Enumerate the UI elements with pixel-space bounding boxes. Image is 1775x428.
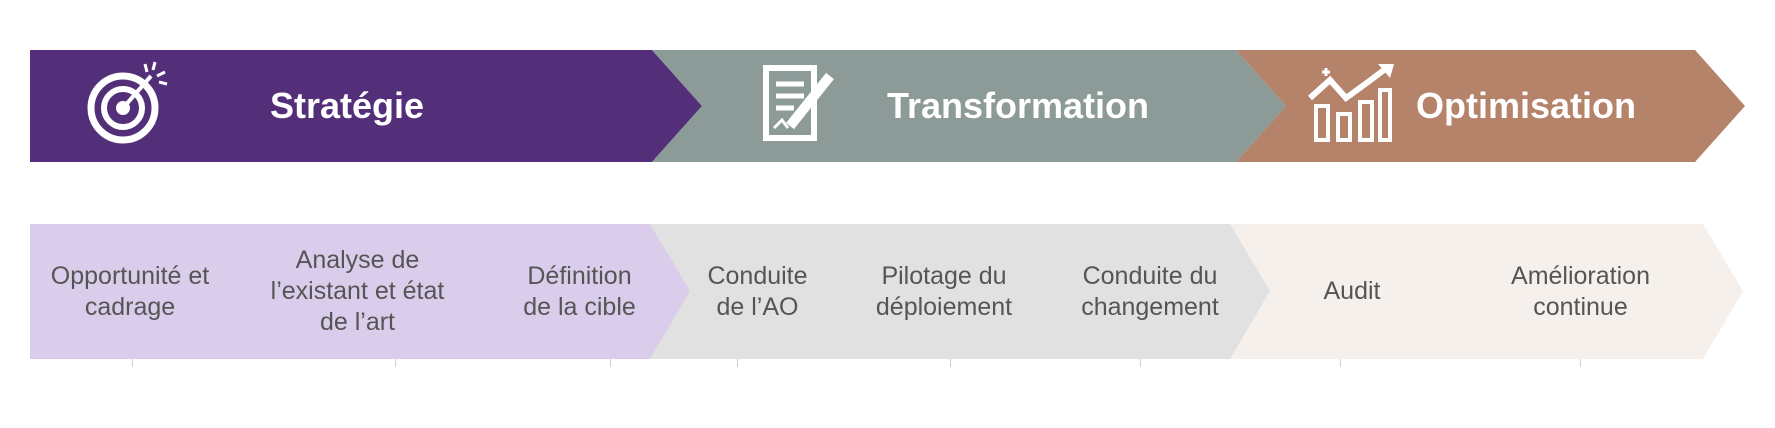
step-label: Pilotage du déploiement [875, 261, 1013, 321]
tick-mark [1340, 359, 1341, 367]
step-amelioration-continue: Amélioration continue [1418, 224, 1743, 359]
step-arrow-shape [1022, 224, 1274, 359]
growth-chart-icon [1307, 64, 1394, 142]
step-analyse-existant: Analyse de l’existant et état de l’art [205, 224, 510, 359]
tick-mark [132, 359, 133, 367]
phase-transformation: Transformation [652, 50, 1286, 162]
step-label: Conduite du changement [1081, 261, 1219, 321]
step-arrow-shape [818, 224, 1066, 359]
tick-mark [610, 359, 611, 367]
phase-optimisation-arrow [1236, 50, 1745, 162]
step-arrow-shape [1418, 224, 1743, 359]
step-conduite-ao: Conduite de l’AO [650, 224, 860, 359]
step-label: Audit [1323, 277, 1381, 305]
step-label: Amélioration continue [1511, 261, 1650, 321]
tick-mark [1140, 359, 1141, 367]
step-label: Analyse de l’existant et état de l’art [270, 246, 445, 336]
tick-mark [737, 359, 738, 367]
step-audit: Audit [1230, 224, 1470, 359]
step-pilotage-deploiement: Pilotage du déploiement [818, 224, 1066, 359]
step-label: Opportunité et cadrage [50, 261, 210, 321]
tick-mark [395, 359, 396, 367]
phase-optimisation: Optimisation [1236, 50, 1745, 162]
phase-label: Stratégie [270, 85, 425, 126]
phase-strategie-arrow [30, 50, 702, 162]
step-label: Conduite de l’AO [707, 261, 808, 321]
phase-label: Transformation [887, 85, 1150, 126]
step-arrow-shape [1230, 224, 1470, 359]
phase-label: Optimisation [1416, 85, 1637, 126]
step-arrow-shape [30, 224, 250, 359]
target-icon [87, 61, 168, 144]
tick-mark [1580, 359, 1581, 367]
step-label: Définition de la cible [523, 261, 636, 321]
step-definition-cible: Définition de la cible [462, 224, 692, 359]
tick-mark [950, 359, 951, 367]
step-arrow-shape [462, 224, 692, 359]
phase-strategie: Stratégie [30, 50, 702, 162]
phase-transformation-arrow [652, 50, 1286, 162]
step-conduite-changement: Conduite du changement [1022, 224, 1274, 359]
document-pen-icon [763, 65, 834, 141]
step-arrow-shape [650, 224, 860, 359]
step-arrow-shape [205, 224, 510, 359]
step-opportunite-cadrage: Opportunité et cadrage [30, 224, 250, 359]
